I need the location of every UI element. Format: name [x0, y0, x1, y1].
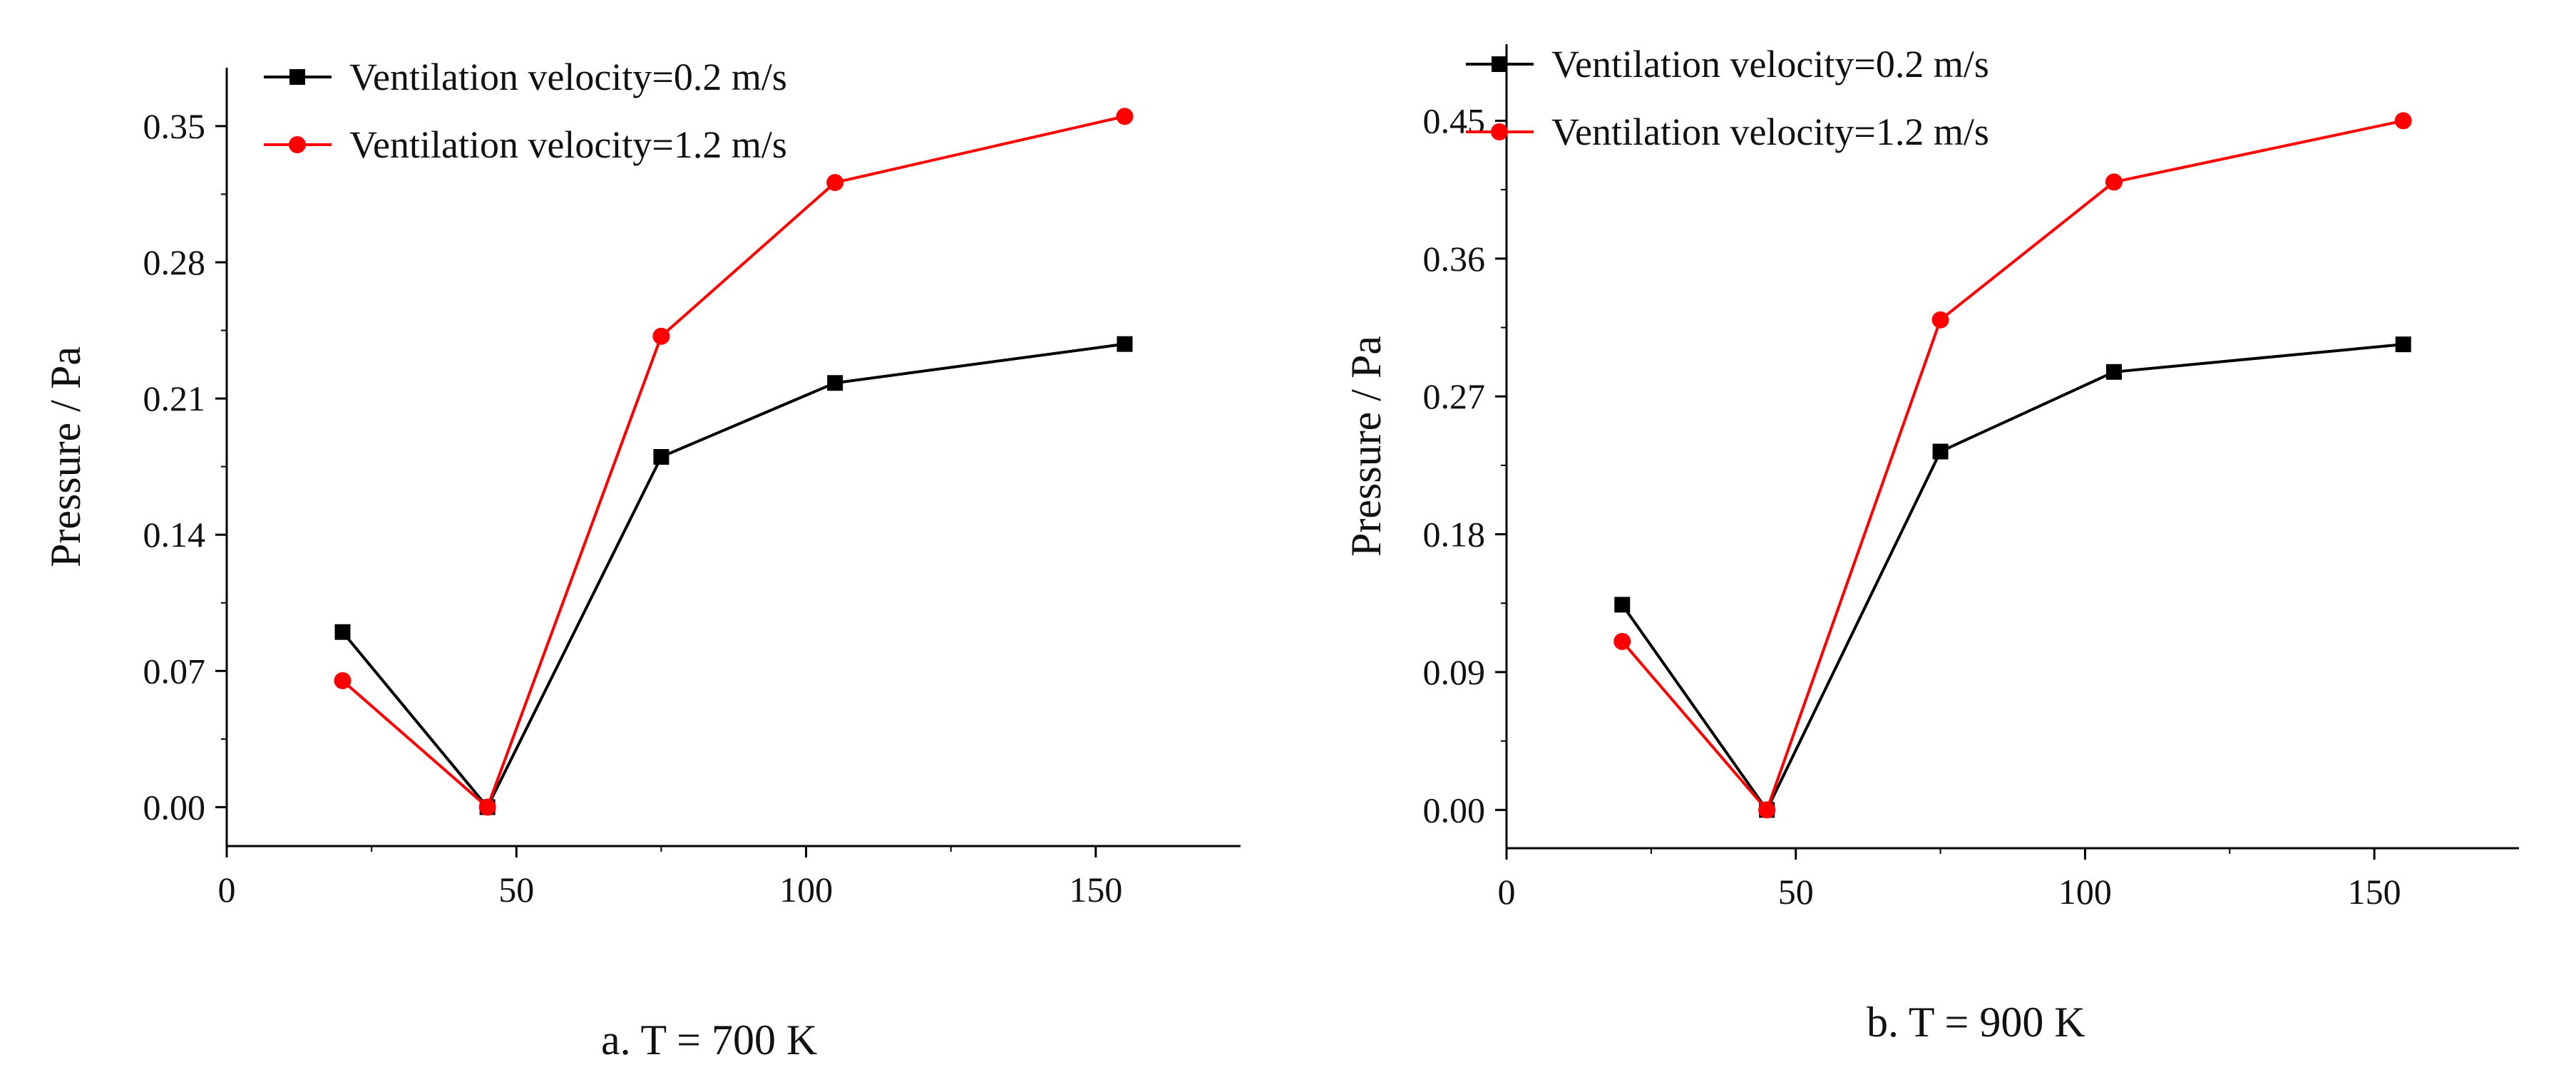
data-point-v12: [478, 798, 496, 816]
y-tick-label: 0.36: [1423, 239, 1486, 279]
data-point-v02: [2395, 336, 2411, 353]
y-tick-label: 0.00: [1423, 790, 1486, 830]
y-tick-label: 0.21: [143, 378, 206, 418]
caption-b: b. T = 900 K: [1867, 999, 2085, 1046]
data-point-v02: [1117, 336, 1133, 352]
data-point-v02: [2106, 364, 2122, 380]
data-point-v12: [652, 327, 670, 345]
data-point-v12: [1116, 108, 1134, 125]
legend-marker-circle: [1491, 123, 1508, 140]
data-point-v02: [1932, 443, 1949, 460]
legend-label: Ventilation velocity=1.2 m/s: [349, 123, 787, 166]
data-point-v12: [334, 671, 351, 689]
legend-marker-circle: [289, 136, 306, 153]
series-line-v12: [1621, 119, 2404, 813]
x-tick-label: 50: [498, 870, 534, 910]
data-point-v12: [1613, 632, 1631, 650]
data-point-v02: [653, 449, 669, 465]
data-point-v12: [1758, 801, 1776, 819]
data-point-v02: [334, 624, 351, 640]
legend-label: Ventilation velocity=0.2 m/s: [349, 56, 787, 98]
y-tick-label: 0.27: [1423, 376, 1486, 416]
series-line-v12: [342, 115, 1125, 810]
data-point-v12: [2394, 112, 2412, 130]
series-line-v02: [341, 342, 1125, 810]
y-tick-label: 0.00: [143, 787, 206, 827]
x-tick-label: 150: [2348, 872, 2401, 912]
data-point-v02: [1614, 597, 1631, 613]
y-axis-label: Pressure / Pa: [42, 346, 89, 567]
data-point-v12: [826, 174, 844, 192]
y-tick-label: 0.45: [1423, 101, 1486, 140]
x-tick-label: 100: [779, 870, 833, 910]
y-tick-label: 0.28: [143, 242, 206, 282]
series-line-v02: [1621, 343, 2403, 813]
x-tick-label: 100: [2058, 872, 2112, 912]
y-tick-label: 0.07: [143, 651, 206, 691]
data-point-v12: [1931, 311, 1949, 329]
y-axis-label: Pressure / Pa: [1343, 336, 1390, 557]
y-tick-label: 0.14: [143, 515, 206, 555]
x-tick-label: 50: [1778, 872, 1814, 912]
legend-marker-square: [289, 69, 305, 85]
x-tick-label: 150: [1069, 870, 1122, 910]
chart-b: 0.00 0.09 0.18 0.27 0.36 0.45 0 50 100 150 Pressur…: [1343, 43, 2519, 912]
y-tick-label: 0.35: [143, 106, 206, 146]
y-tick-label: 0.18: [1423, 515, 1486, 555]
x-tick-label: 0: [218, 870, 236, 910]
y-tick-label: 0.09: [1423, 652, 1486, 692]
legend-marker-square: [1492, 56, 1507, 72]
chart-a: 0.00 0.07 0.14 0.21 0.28 0.35 0 50 100 150 Pressur…: [42, 56, 1241, 910]
x-tick-label: 0: [1498, 872, 1516, 912]
legend-label: Ventilation velocity=0.2 m/s: [1551, 43, 1989, 86]
data-point-v02: [827, 375, 843, 391]
legend-label: Ventilation velocity=1.2 m/s: [1551, 110, 1989, 153]
data-point-v12: [2105, 173, 2123, 191]
caption-a: a. T = 700 K: [601, 1016, 818, 1063]
